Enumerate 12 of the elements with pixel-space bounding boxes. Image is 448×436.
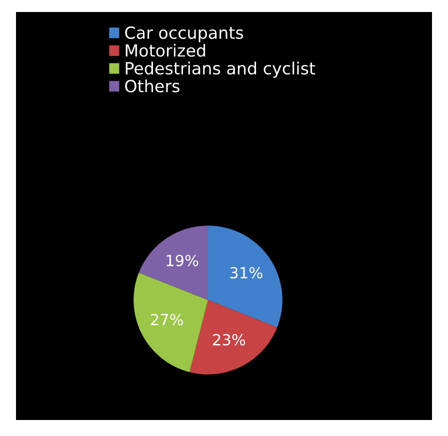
data-label: 31% [230, 266, 262, 279]
legend-label: Pedestrians and cyclist [126, 62, 316, 78]
data-label: 23% [213, 334, 246, 346]
data-label: 19% [166, 254, 198, 266]
data-label: 27% [151, 314, 184, 326]
pie-slice [138, 226, 208, 300]
pie-slice [189, 300, 278, 374]
legend-label: Car occupants [125, 26, 244, 42]
pie-slice [134, 272, 208, 372]
pie-slice [208, 226, 282, 328]
legend-label: Others [125, 79, 180, 92]
legend-label: Motorized [126, 44, 206, 57]
